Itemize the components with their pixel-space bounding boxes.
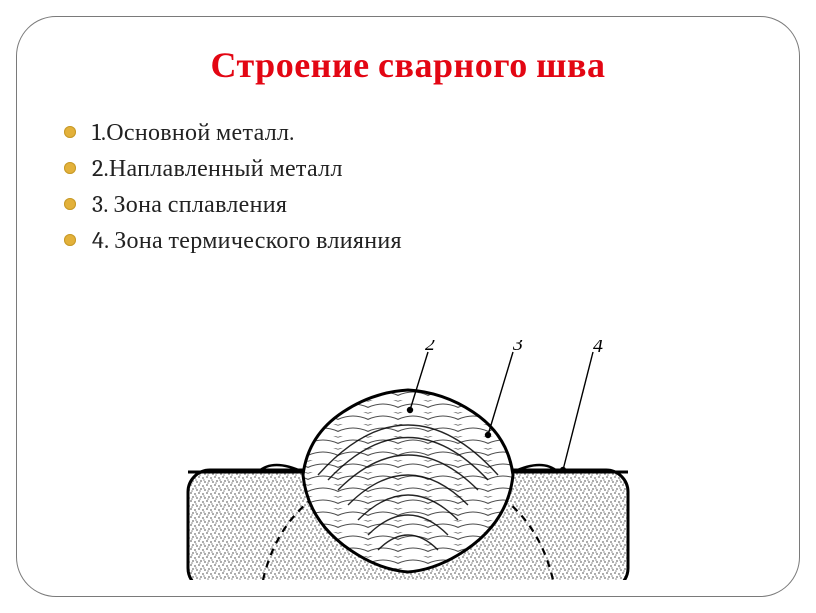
bullet-list: 1.Основной металл. 2.Наплавленный металл… <box>60 114 756 258</box>
list-item: 1.Основной металл. <box>60 114 756 150</box>
slide-content: Строение сварного шва 1.Основной металл.… <box>60 44 756 258</box>
list-item-label: 1.Основной металл. <box>92 118 295 146</box>
list-item-label: 3. Зона сплавления <box>92 190 287 218</box>
list-item: 2.Наплавленный металл <box>60 150 756 186</box>
list-item: 3. Зона сплавления <box>60 186 756 222</box>
page-title: Строение сварного шва <box>60 44 756 86</box>
weld-diagram-svg: 2 3 4 <box>158 340 658 590</box>
diagram-label-2: 2 <box>425 340 435 355</box>
list-item-label: 4. Зона термического влияния <box>92 226 402 254</box>
diagram-label-4: 4 <box>593 340 603 357</box>
weld-diagram: 2 3 4 <box>158 340 658 590</box>
diagram-labels: 2 3 4 <box>425 340 603 357</box>
list-item: 4. Зона термического влияния <box>60 222 756 258</box>
list-item-label: 2.Наплавленный металл <box>92 154 343 182</box>
diagram-label-3: 3 <box>512 340 523 355</box>
